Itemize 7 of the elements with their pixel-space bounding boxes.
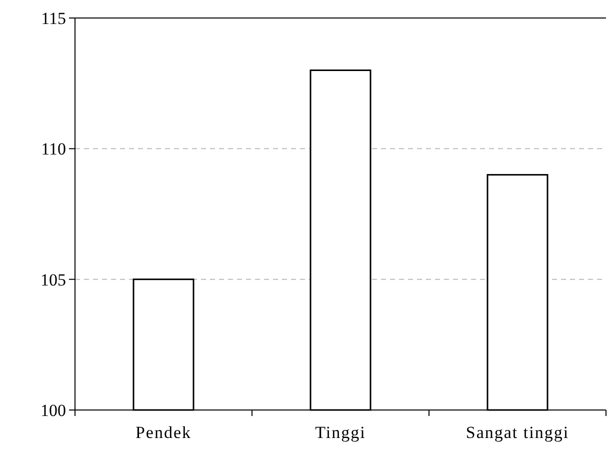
- x-tick-label: Tinggi: [315, 423, 366, 442]
- y-tick-label: 105: [40, 270, 66, 290]
- x-tick-label: Pendek: [135, 423, 192, 442]
- y-tick-label: 110: [41, 140, 66, 159]
- y-tick-label: 100: [40, 400, 66, 420]
- x-tick-label: Sangat tinggi: [466, 423, 570, 442]
- y-tick-label: 115: [41, 8, 66, 28]
